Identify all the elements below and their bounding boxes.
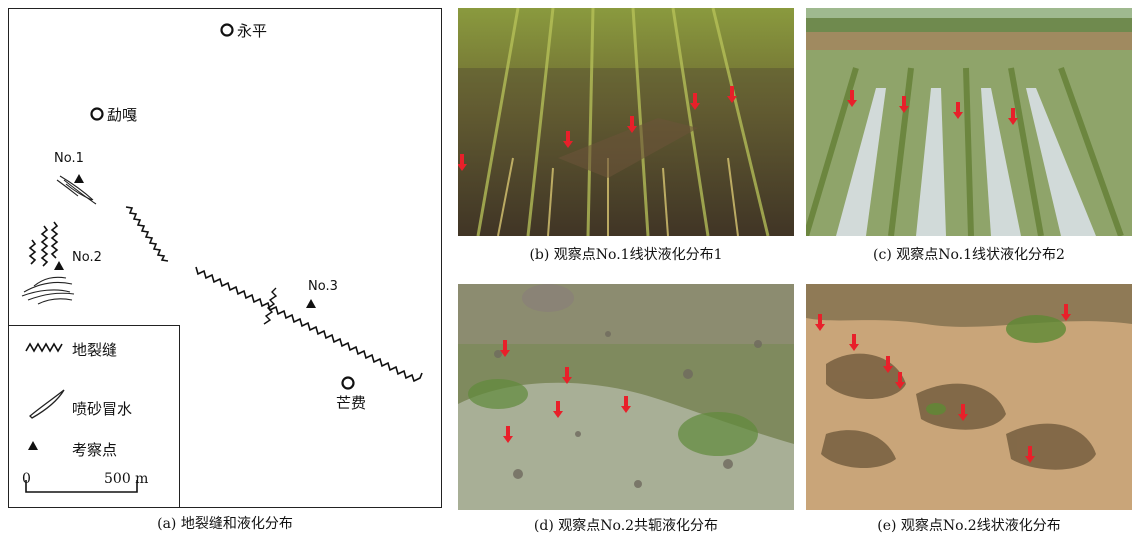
caption-e: (e) 观察点No.2线状液化分布 <box>877 518 1061 534</box>
caption-d: (d) 观察点No.2共轭液化分布 <box>533 518 719 534</box>
town-marker-mangfei <box>341 376 355 390</box>
town-mengga: 勐嘎 <box>107 106 138 124</box>
scale-zero: 0 <box>22 471 31 487</box>
town-yongping: 永平 <box>237 22 268 40</box>
photo-d <box>458 284 794 510</box>
obs-triangle-2 <box>54 261 64 270</box>
crack-main <box>195 266 423 383</box>
legend-crack-icon <box>25 342 63 353</box>
sand-blow-no2 <box>21 276 75 305</box>
scale-distance: 500 m <box>104 471 149 487</box>
arrows-c <box>847 90 1018 125</box>
scale-bar <box>25 480 138 493</box>
arrows-e <box>815 304 1071 463</box>
obs-triangle-3 <box>306 299 316 308</box>
arrows-d <box>500 340 631 443</box>
sand-blow-no1 <box>56 175 97 205</box>
legend-sand-icon <box>29 389 65 419</box>
crack-cluster-no2 <box>28 221 59 267</box>
town-marker-yongping <box>220 23 234 37</box>
caption-c: (c) 观察点No.1线状液化分布2 <box>873 247 1065 263</box>
town-marker-mengga <box>90 107 104 121</box>
photo-c <box>806 8 1132 236</box>
obs-label-1: No.1 <box>54 151 84 166</box>
obs-label-2: No.2 <box>72 250 102 265</box>
legend-crack-label: 地裂缝 <box>72 341 118 359</box>
crack-branch <box>263 287 278 325</box>
legend-point-icon <box>28 441 38 450</box>
legend-sand-label: 喷砂冒水 <box>72 400 133 418</box>
crack-segment-upper <box>125 206 169 262</box>
map-panel <box>8 8 442 508</box>
map-drawing <box>21 23 423 493</box>
obs-label-3: No.3 <box>308 279 338 294</box>
photo-b <box>458 8 794 236</box>
caption-a: (a) 地裂缝和液化分布 <box>157 516 293 532</box>
arrows-b <box>458 86 737 171</box>
caption-b: (b) 观察点No.1线状液化分布1 <box>529 247 723 263</box>
obs-triangle-1 <box>74 174 84 183</box>
photo-e <box>806 284 1132 510</box>
legend-point-label: 考察点 <box>72 441 118 459</box>
town-mangfei: 芒费 <box>336 394 367 412</box>
map-legend <box>8 325 180 508</box>
